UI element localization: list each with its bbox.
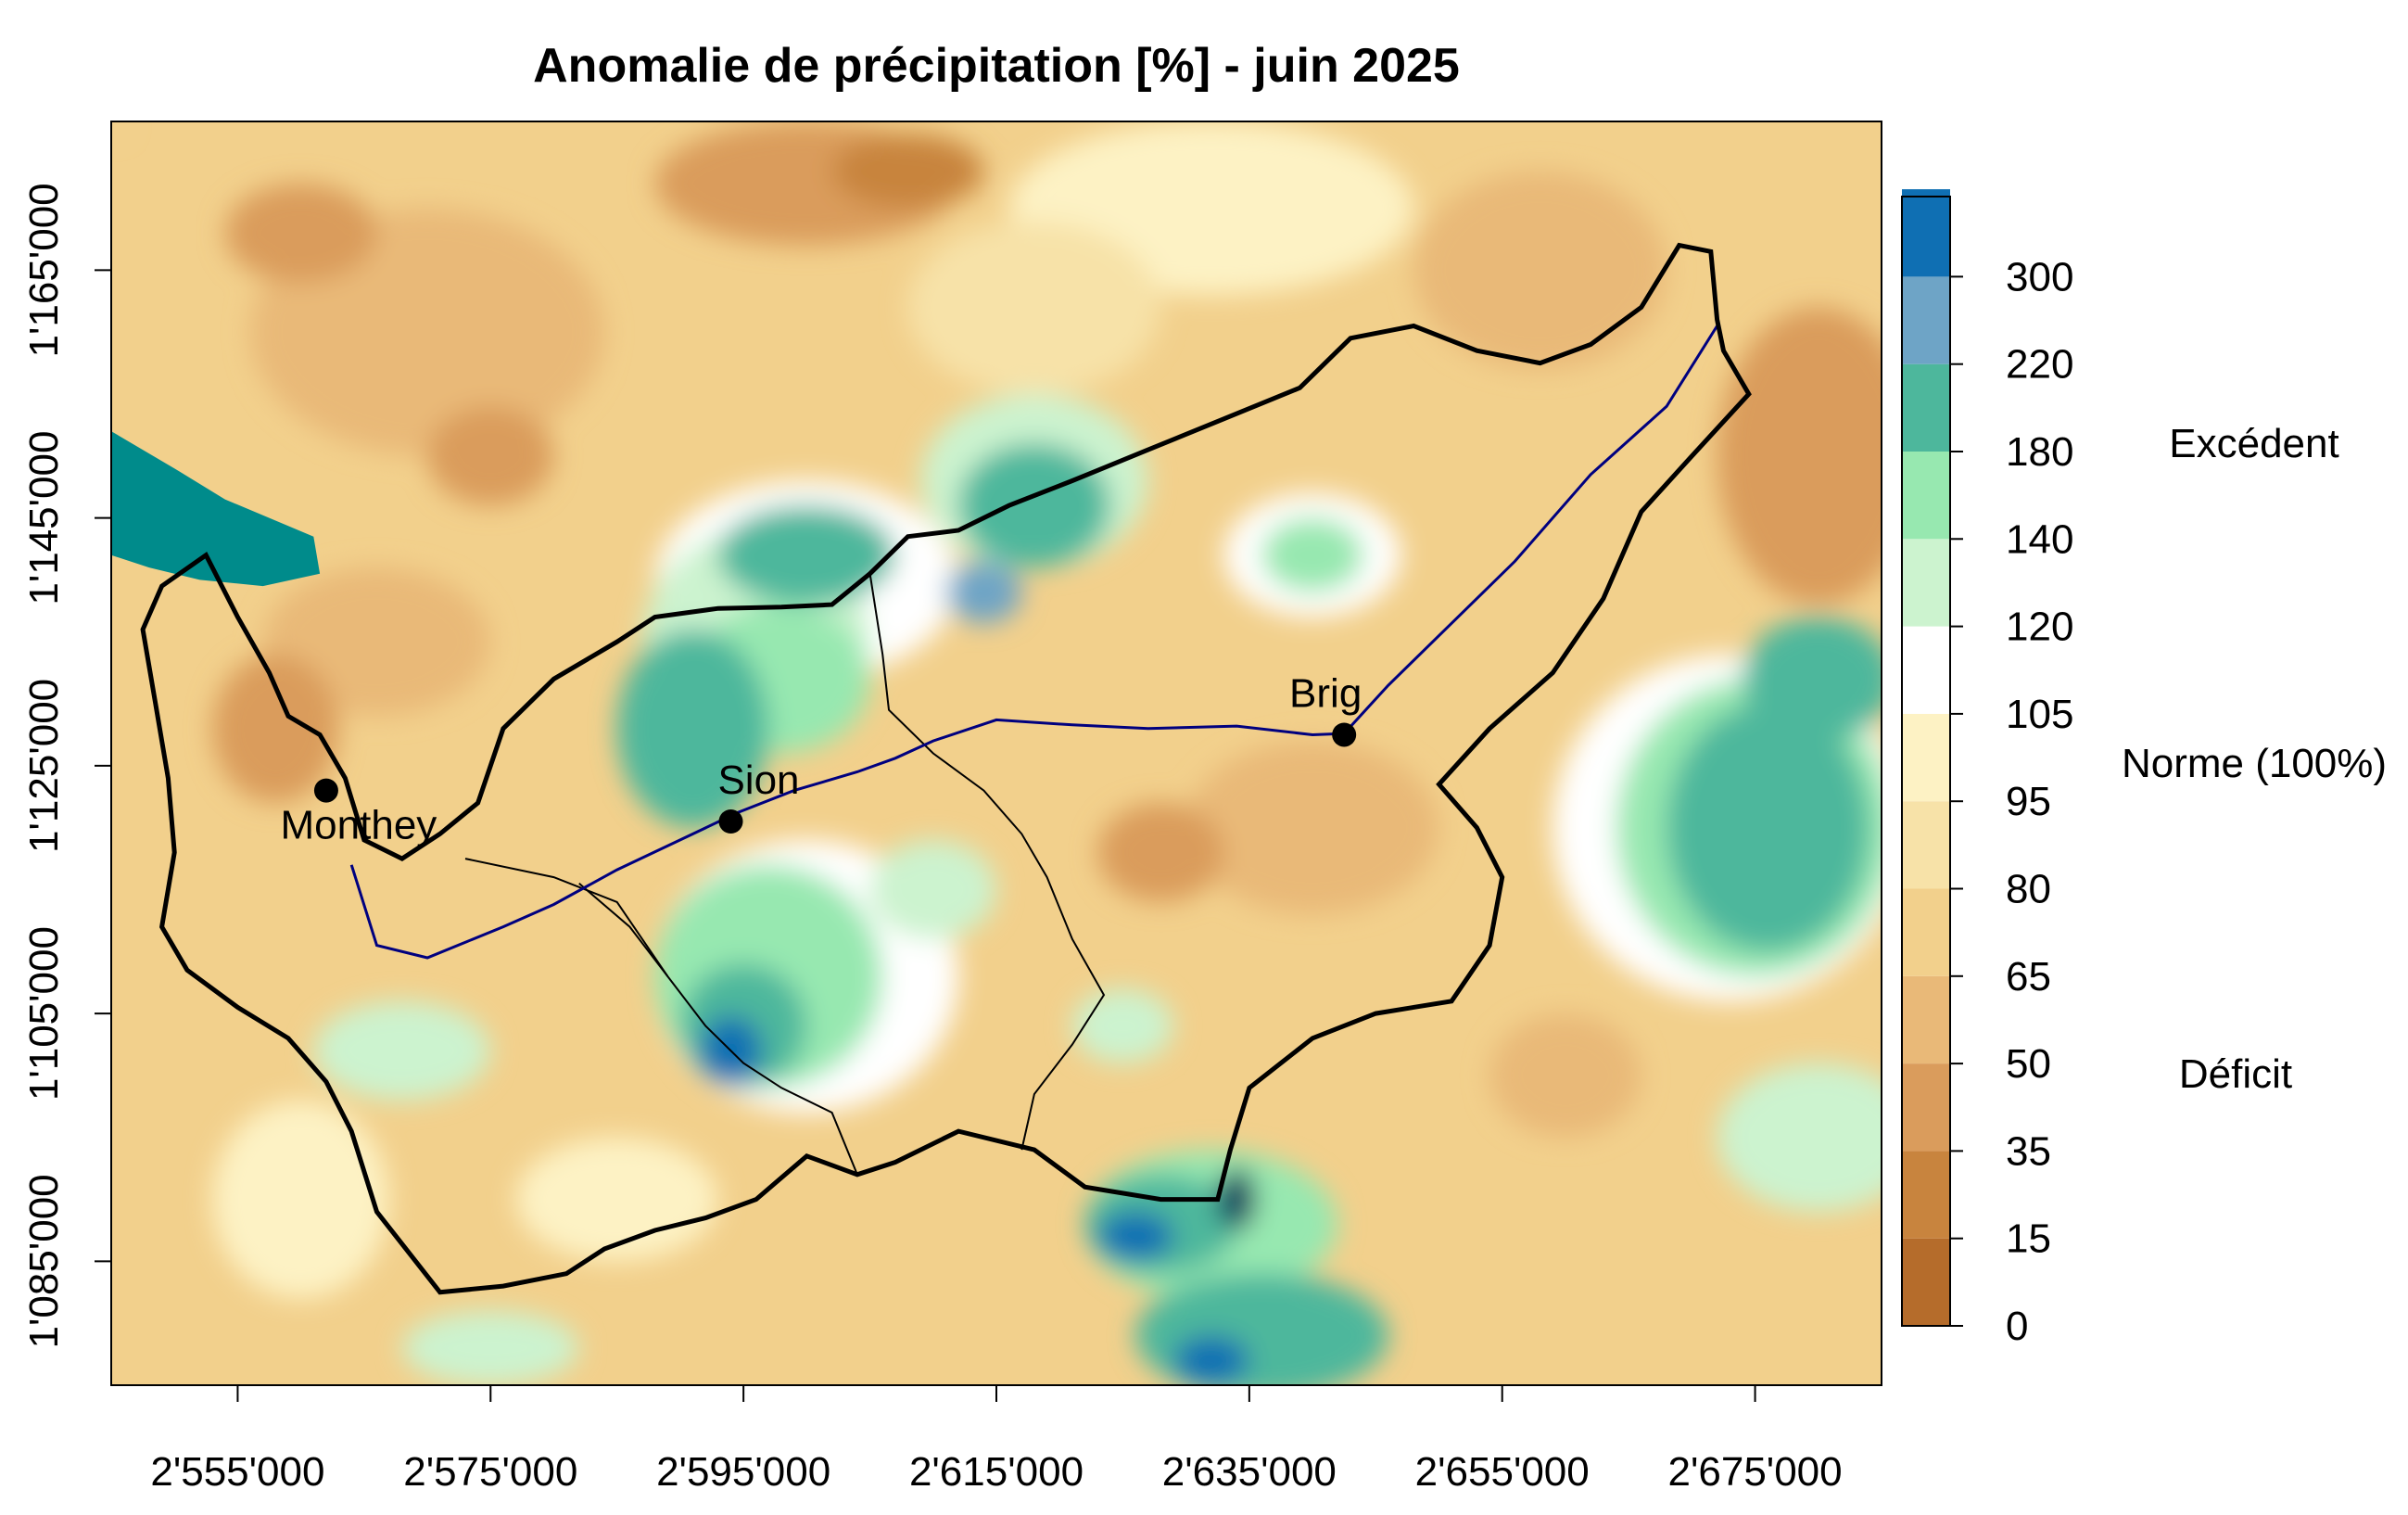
district-border <box>578 883 669 977</box>
anomaly-patch <box>831 134 984 209</box>
y-axis: 1'085'000 1'105'000 1'125'000 1'145'000 … <box>21 183 112 1348</box>
anomaly-patch <box>869 840 996 939</box>
anomaly-patch <box>224 183 377 283</box>
legend-frame <box>1901 196 1951 1327</box>
city-marker-monthey <box>313 778 338 803</box>
anomaly-patch <box>1185 741 1439 915</box>
legend-break-label: 95 <box>2006 779 2051 824</box>
anomaly-patch <box>1413 171 1667 370</box>
anomaly-patch <box>515 1137 718 1262</box>
precipitation-field <box>111 121 1882 1385</box>
anomaly-patch <box>212 1100 390 1299</box>
legend-break-label: 105 <box>2006 692 2073 737</box>
legend-break-label: 180 <box>2006 429 2073 475</box>
anomaly-patch <box>1261 517 1363 592</box>
legend-deficit-label: Déficit <box>2179 1051 2292 1097</box>
legend-swatch <box>1902 801 1950 889</box>
legend-swatch <box>1902 975 1950 1064</box>
anomaly-patch <box>1217 1168 1256 1230</box>
city-label-monthey: Monthey <box>281 803 437 848</box>
x-tick-label: 2'655'000 <box>1415 1449 1590 1495</box>
anomaly-patch <box>1097 1211 1173 1262</box>
anomaly-patch <box>212 654 339 803</box>
anomaly-patch <box>1717 1063 1882 1212</box>
legend-swatch <box>1902 363 1950 452</box>
legend-swatch <box>1902 888 1950 976</box>
anomaly-patch <box>313 1000 491 1101</box>
legend-break-label: 300 <box>2006 254 2073 299</box>
color-legend: 0 15 35 50 65 80 95 105 120 140 180 220 … <box>1901 189 2387 1349</box>
lake-geneva <box>111 431 321 587</box>
legend-swatch <box>1902 276 1950 364</box>
y-tick-label: 1'085'000 <box>21 1174 67 1348</box>
anomaly-patch <box>907 220 1161 394</box>
anomaly-patch <box>717 505 895 605</box>
anomaly-patch <box>1135 1273 1388 1385</box>
anomaly-patch <box>945 561 1022 624</box>
legend-swatch <box>1902 1063 1950 1152</box>
anomaly-patch <box>427 406 554 506</box>
city-label-brig: Brig <box>1289 670 1362 716</box>
city-marker-brig <box>1332 722 1357 747</box>
legend-break-label: 35 <box>2006 1128 2051 1174</box>
legend-break-label: 15 <box>2006 1216 2051 1262</box>
city-marker-sion <box>718 808 743 834</box>
legend-excess-label: Excédent <box>2169 421 2338 466</box>
x-axis: 2'555'000 2'575'000 2'595'000 2'615'000 … <box>150 1384 1843 1495</box>
legend-swatch <box>1902 1151 1950 1239</box>
anomaly-patch <box>1717 307 1882 605</box>
anomaly-patch <box>401 1310 579 1385</box>
anomaly-patch <box>1667 704 1869 952</box>
x-tick-label: 2'555'000 <box>150 1449 324 1495</box>
legend-break-label: 50 <box>2006 1041 2051 1087</box>
legend-break-label: 80 <box>2006 867 2051 912</box>
legend-norm-label: Norme (100%) <box>2122 741 2387 786</box>
y-tick-label: 1'145'000 <box>21 431 67 605</box>
legend-break-label: 220 <box>2006 342 2073 388</box>
map-overlays <box>111 242 1752 1295</box>
x-tick-label: 2'595'000 <box>656 1449 830 1495</box>
x-tick-label: 2'575'000 <box>403 1449 577 1495</box>
x-tick-label: 2'675'000 <box>1668 1449 1843 1495</box>
legend-swatch <box>1902 713 1950 802</box>
anomaly-patch <box>1097 802 1224 902</box>
legend-swatch <box>1902 1238 1950 1326</box>
anomaly-patch <box>1173 1335 1249 1385</box>
x-tick-label: 2'635'000 <box>1162 1449 1337 1495</box>
legend-break-label: 140 <box>2006 516 2073 562</box>
legend-break-label: 65 <box>2006 954 2051 999</box>
city-markers: Monthey Sion Brig <box>281 670 1362 847</box>
legend-swatch <box>1902 452 1950 540</box>
legend-swatch <box>1902 626 1950 714</box>
map-title: Anomalie de précipitation [%] - juin 202… <box>533 39 1460 93</box>
y-tick-label: 1'165'000 <box>21 183 67 357</box>
x-tick-label: 2'615'000 <box>909 1449 1084 1495</box>
anomaly-patch <box>616 629 769 828</box>
district-border <box>464 858 858 1176</box>
legend-swatch <box>1902 189 1950 277</box>
anomaly-patch <box>958 443 1110 568</box>
y-tick-label: 1'125'000 <box>21 679 67 853</box>
district-border <box>868 573 1106 1151</box>
legend-break-label: 0 <box>2006 1304 2028 1349</box>
y-tick-label: 1'105'000 <box>21 926 67 1101</box>
legend-break-label: 120 <box>2006 605 2073 650</box>
canton-border <box>140 242 1752 1295</box>
city-label-sion: Sion <box>717 758 799 803</box>
anomaly-patch <box>1489 1013 1641 1138</box>
legend-swatch <box>1902 539 1950 627</box>
anomaly-patch <box>111 121 124 134</box>
anomaly-patch <box>1071 988 1173 1063</box>
anomaly-patch <box>1742 617 1882 742</box>
rhone-river <box>349 325 1718 960</box>
